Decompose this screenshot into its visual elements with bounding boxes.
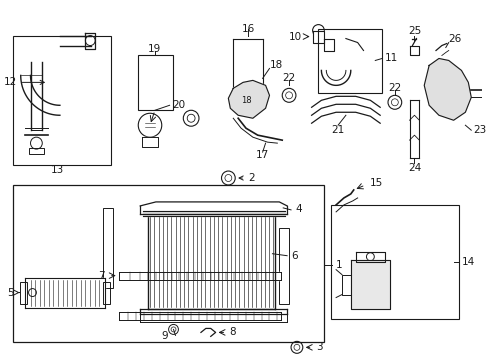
Text: 25: 25 xyxy=(407,26,420,36)
Text: 10: 10 xyxy=(288,32,301,41)
Text: 21: 21 xyxy=(331,125,344,135)
Polygon shape xyxy=(119,312,281,320)
Polygon shape xyxy=(312,31,324,42)
Bar xyxy=(103,282,110,303)
Text: 2: 2 xyxy=(239,173,254,183)
Polygon shape xyxy=(324,39,333,50)
Bar xyxy=(28,148,44,154)
Text: 3: 3 xyxy=(316,342,323,352)
Polygon shape xyxy=(424,58,470,120)
Bar xyxy=(330,205,458,319)
Polygon shape xyxy=(24,278,105,307)
Text: 18: 18 xyxy=(240,96,251,105)
Text: 11: 11 xyxy=(384,54,398,63)
Text: 20: 20 xyxy=(172,100,185,110)
Text: 24: 24 xyxy=(407,163,420,173)
Text: 5: 5 xyxy=(7,288,14,298)
Bar xyxy=(318,28,381,93)
Polygon shape xyxy=(142,137,158,147)
Text: 15: 15 xyxy=(368,178,382,188)
Text: 4: 4 xyxy=(294,204,301,214)
Text: 13: 13 xyxy=(50,165,63,175)
Text: 12: 12 xyxy=(3,77,44,87)
Text: 22: 22 xyxy=(387,84,401,93)
Text: 23: 23 xyxy=(472,125,486,135)
Bar xyxy=(13,185,324,342)
Polygon shape xyxy=(409,45,419,55)
Bar xyxy=(138,55,172,110)
Text: 18: 18 xyxy=(269,60,282,71)
Bar xyxy=(20,282,26,303)
Text: 19: 19 xyxy=(148,44,161,54)
Polygon shape xyxy=(85,32,95,49)
Polygon shape xyxy=(119,272,281,280)
Text: 9: 9 xyxy=(161,332,167,341)
Text: 26: 26 xyxy=(448,33,461,44)
Text: 22: 22 xyxy=(282,73,295,84)
Polygon shape xyxy=(355,252,384,262)
Text: 16: 16 xyxy=(241,24,254,33)
Polygon shape xyxy=(103,208,113,288)
Text: 8: 8 xyxy=(229,327,236,337)
Polygon shape xyxy=(143,211,285,216)
Bar xyxy=(13,36,111,165)
Polygon shape xyxy=(140,202,286,214)
Text: 1: 1 xyxy=(335,260,342,270)
Text: 14: 14 xyxy=(461,257,474,267)
Bar xyxy=(279,228,288,303)
Bar xyxy=(103,208,113,288)
Polygon shape xyxy=(350,260,389,310)
Text: 17: 17 xyxy=(256,150,269,160)
Text: 7: 7 xyxy=(98,271,105,281)
Polygon shape xyxy=(279,228,288,303)
Polygon shape xyxy=(228,80,269,118)
Text: 6: 6 xyxy=(290,251,297,261)
